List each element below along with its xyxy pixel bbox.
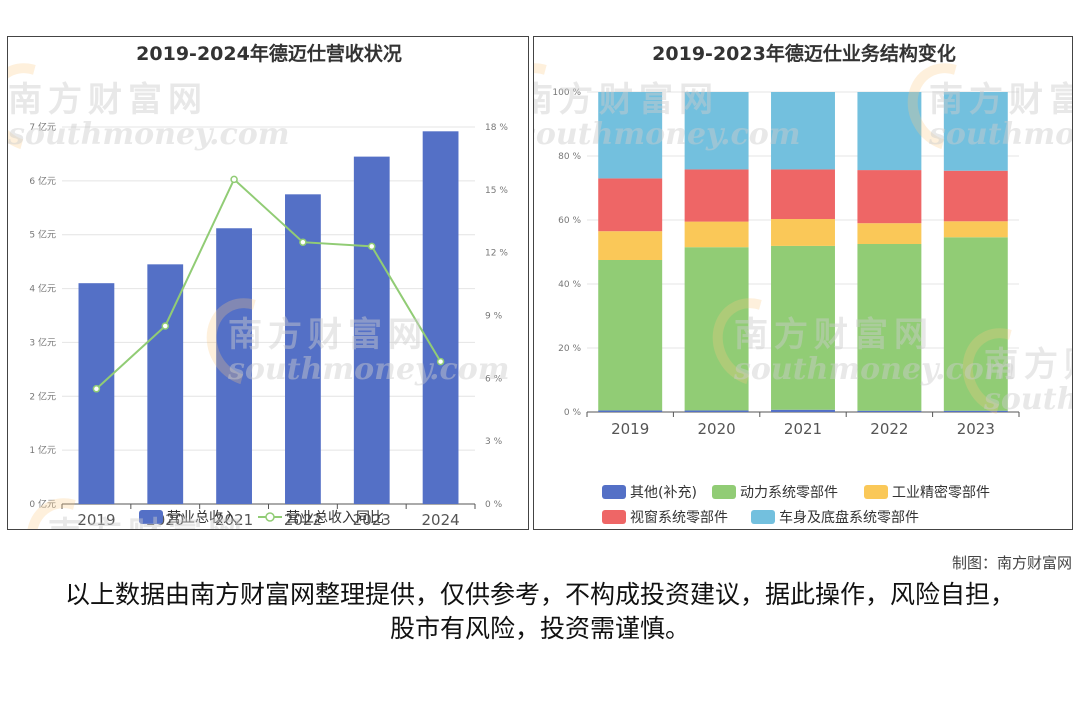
yoy-point — [92, 385, 101, 393]
stacked-segment — [684, 221, 749, 248]
stacked-segment — [598, 231, 663, 260]
y-tick-label: 80 % — [558, 152, 581, 162]
stacked-segment — [771, 245, 835, 410]
y-left-tick-label: 7 亿元 — [29, 121, 56, 133]
y-left-tick-label: 0 亿元 — [29, 498, 56, 510]
x-tick-label: 2023 — [957, 420, 995, 438]
business-structure-chart: 2019-2023年德迈仕业务结构变化 0 % 20 % 40 % 60 % 80 % 10… — [552, 42, 1020, 526]
stacked-segment — [943, 170, 1008, 222]
revenue-chart: 2019-2024年德迈仕营收状况 0 亿元 1 亿元 2 亿元 3 亿元 4 亿元 5 亿… — [29, 42, 508, 529]
legend-label: 视窗系统零部件 — [630, 509, 728, 526]
y-right-tick-label: 12 % — [485, 249, 508, 259]
legend-swatch — [712, 485, 736, 499]
stacked-segment — [684, 247, 749, 411]
legend-line-marker — [265, 512, 275, 522]
stacked-segment — [684, 169, 749, 222]
x-tick-label: 2019 — [611, 420, 649, 438]
y-right-tick-label: 15 % — [485, 186, 508, 196]
y-right-tick-label: 0 % — [485, 500, 503, 510]
legend-bar-swatch — [139, 510, 163, 524]
business-structure-chart-panel: 2019-2023年德迈仕业务结构变化 0 % 20 % 40 % 60 % 80 % 10… — [533, 36, 1073, 530]
disclaimer-text: 以上数据由南方财富网整理提供，仅供参考，不构成投资建议，据此操作，风险自担，股市… — [64, 580, 1015, 643]
y-left-tick-label: 1 亿元 — [29, 444, 56, 456]
y-right-tick-label: 18 % — [485, 123, 508, 133]
legend-line-label: 营业总收入同比 — [286, 510, 384, 526]
yoy-point — [161, 322, 169, 330]
x-tick-label: 2019 — [77, 511, 115, 529]
y-left-tick-label: 6 亿元 — [29, 175, 56, 187]
yoy-point — [368, 242, 376, 251]
legend-label: 其他(补充) — [630, 485, 697, 501]
revenue-bar — [422, 131, 459, 504]
y-right-tick-label: 9 % — [485, 312, 503, 322]
revenue-chart-panel: 2019-2024年德迈仕营收状况 0 亿元 1 亿元 2 亿元 3 亿元 4 亿元 5 亿… — [7, 36, 529, 530]
stacked-segment — [684, 410, 749, 412]
stacked-segment — [857, 410, 922, 412]
y-tick-label: 20 % — [558, 344, 581, 354]
stacked-segment — [943, 410, 1008, 412]
stacked-segment — [771, 409, 835, 412]
legend-swatch — [864, 485, 888, 499]
stacked-segment — [598, 410, 663, 412]
revenue-bar — [216, 228, 252, 504]
legend-swatch — [751, 510, 775, 524]
stacked-segment — [771, 92, 835, 170]
chart-title: 2019-2024年德迈仕营收状况 — [136, 42, 402, 65]
stacked-segment — [598, 92, 663, 179]
stacked-segment — [943, 92, 1008, 171]
y-tick-label: 60 % — [558, 216, 581, 226]
stacked-segment — [857, 92, 922, 171]
legend-label: 车身及底盘系统零部件 — [779, 509, 919, 526]
legend-bar-label: 营业总收入 — [167, 510, 237, 526]
y-left-tick-label: 2 亿元 — [29, 390, 56, 402]
chart-credit: 制图：南方财富网 — [951, 554, 1072, 572]
x-tick-label: 2024 — [421, 511, 459, 529]
stacked-segment — [771, 219, 835, 246]
y-tick-label: 100 % — [552, 88, 581, 98]
yoy-line — [95, 177, 442, 390]
yoy-point — [230, 175, 238, 184]
x-tick-label: 2022 — [284, 511, 322, 529]
legend-swatch — [602, 510, 626, 524]
revenue-bar — [353, 156, 390, 504]
stacked-segment — [857, 223, 922, 244]
x-tick-label: 2023 — [353, 511, 391, 529]
yoy-point — [299, 238, 307, 246]
y-tick-label: 0 % — [564, 408, 582, 418]
y-right-tick-label: 3 % — [485, 437, 503, 447]
stacked-segment — [943, 237, 1008, 411]
stacked-segment — [598, 260, 663, 411]
stacked-segment — [598, 178, 663, 232]
stacked-segment — [943, 221, 1008, 238]
x-tick-label: 2021 — [784, 420, 822, 438]
revenue-bar — [147, 264, 184, 504]
legend-label: 工业精密零部件 — [892, 484, 990, 501]
x-tick-label: 2022 — [870, 420, 908, 438]
x-tick-label: 2021 — [215, 511, 253, 529]
stacked-segment — [771, 169, 835, 220]
revenue-bar — [78, 283, 115, 504]
chart-title: 2019-2023年德迈仕业务结构变化 — [652, 42, 956, 65]
stacked-segment — [857, 170, 922, 224]
y-left-tick-label: 3 亿元 — [29, 336, 56, 348]
legend-swatch — [602, 485, 626, 499]
x-tick-label: 2020 — [698, 420, 736, 438]
y-tick-label: 40 % — [558, 280, 581, 290]
y-left-tick-label: 4 亿元 — [29, 283, 56, 295]
legend-label: 动力系统零部件 — [740, 485, 838, 501]
stacked-segment — [684, 92, 749, 170]
y-right-tick-label: 6 % — [485, 374, 503, 384]
stacked-segment — [857, 244, 922, 411]
yoy-point — [436, 357, 445, 366]
y-left-tick-label: 5 亿元 — [29, 229, 56, 241]
